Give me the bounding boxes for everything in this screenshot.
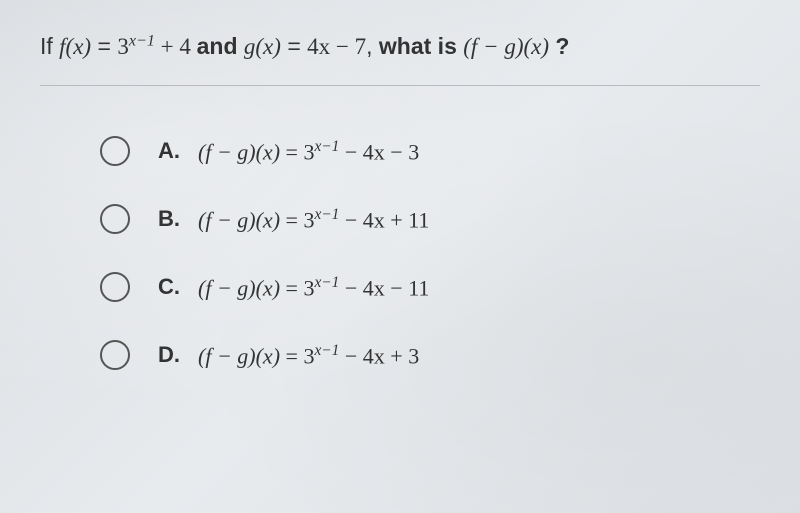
radio-b[interactable]	[100, 204, 130, 234]
option-letter-c: C.	[158, 274, 184, 300]
stem-if: If	[40, 33, 53, 59]
radio-d[interactable]	[100, 340, 130, 370]
stem-ask: what is	[379, 33, 457, 59]
qmark: ?	[555, 33, 569, 59]
options-list: A. (f − g)(x) = 3x−1 − 4x − 3 B. (f − g)…	[40, 136, 760, 370]
g-lhs: g(x)	[244, 34, 281, 59]
comma: ,	[366, 33, 372, 59]
radio-c[interactable]	[100, 272, 130, 302]
g-rhs: 4x − 7	[307, 34, 366, 59]
stem-and: and	[197, 33, 238, 59]
question-stem: If f(x) = 3x−1 + 4 and g(x) = 4x − 7, wh…	[40, 30, 760, 63]
option-d[interactable]: D. (f − g)(x) = 3x−1 − 4x + 3	[100, 340, 760, 370]
option-b[interactable]: B. (f − g)(x) = 3x−1 − 4x + 11	[100, 204, 760, 234]
f-lhs: f(x)	[59, 34, 91, 59]
option-expr-b: (f − g)(x) = 3x−1 − 4x + 11	[198, 206, 429, 233]
option-letter-b: B.	[158, 206, 184, 232]
option-c[interactable]: C. (f − g)(x) = 3x−1 − 4x − 11	[100, 272, 760, 302]
option-a[interactable]: A. (f − g)(x) = 3x−1 − 4x − 3	[100, 136, 760, 166]
radio-a[interactable]	[100, 136, 130, 166]
option-expr-c: (f − g)(x) = 3x−1 − 4x − 11	[198, 274, 429, 301]
option-letter-d: D.	[158, 342, 184, 368]
option-expr-d: (f − g)(x) = 3x−1 − 4x + 3	[198, 342, 419, 369]
g-eq: =	[287, 33, 300, 59]
divider	[40, 85, 760, 86]
target-expr: (f − g)(x)	[463, 34, 549, 59]
f-rhs: 3x−1 + 4	[117, 34, 196, 59]
question-container: If f(x) = 3x−1 + 4 and g(x) = 4x − 7, wh…	[0, 0, 800, 438]
option-letter-a: A.	[158, 138, 184, 164]
f-eq: =	[97, 33, 110, 59]
option-expr-a: (f − g)(x) = 3x−1 − 4x − 3	[198, 138, 419, 165]
